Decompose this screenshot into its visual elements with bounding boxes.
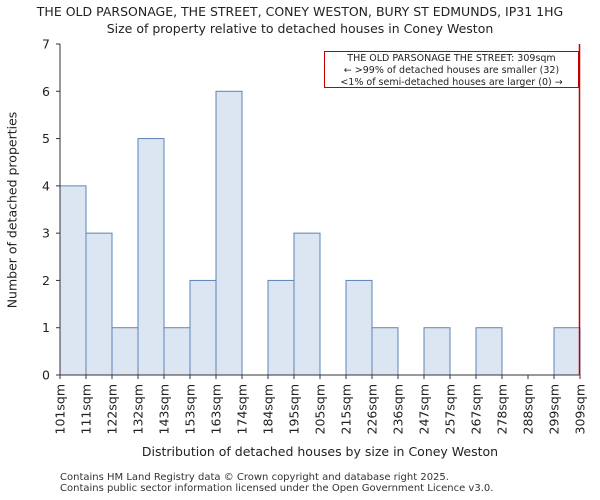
x-tick-label: 247sqm	[417, 384, 432, 434]
bar-111sqm	[85, 232, 113, 376]
bar-247sqm	[423, 327, 451, 376]
x-tick-label: 215sqm	[339, 384, 354, 434]
bar-267sqm	[475, 327, 503, 376]
property-annotation-box: THE OLD PARSONAGE THE STREET: 309sqm ← >…	[324, 51, 579, 88]
footer-line-2: Contains public sector information licen…	[60, 483, 494, 494]
y-tick-label: 6	[42, 84, 50, 99]
y-tick-label: 2	[42, 273, 50, 288]
chart-title-block: THE OLD PARSONAGE, THE STREET, CONEY WES…	[0, 3, 600, 37]
y-tick-label: 0	[42, 368, 50, 383]
x-tick-label: 205sqm	[313, 384, 328, 434]
annotation-line-3: <1% of semi-detached houses are larger (…	[340, 77, 563, 88]
footer-credits: Contains HM Land Registry data © Crown c…	[60, 472, 493, 494]
x-tick-label: 195sqm	[287, 384, 302, 434]
x-tick-label: 184sqm	[261, 384, 276, 434]
x-tick-label: 278sqm	[495, 384, 510, 434]
x-tick-label: 163sqm	[209, 384, 224, 434]
x-tick-label: 267sqm	[469, 384, 484, 434]
x-tick-label: 236sqm	[391, 384, 406, 434]
x-tick-label: 226sqm	[365, 384, 380, 434]
chart-subtitle: Size of property relative to detached ho…	[106, 21, 494, 36]
x-tick-label: 111sqm	[79, 384, 94, 434]
chart-title: THE OLD PARSONAGE, THE STREET, CONEY WES…	[36, 4, 564, 19]
bar-195sqm	[293, 232, 321, 376]
y-axis-label: Number of detached properties	[4, 111, 20, 309]
x-tick-label: 257sqm	[443, 384, 458, 434]
y-tick-label: 5	[42, 131, 50, 146]
annotation-line-1: THE OLD PARSONAGE THE STREET: 309sqm	[347, 53, 556, 64]
y-tick-label: 4	[42, 178, 50, 193]
bar-122sqm	[111, 327, 139, 376]
x-tick-label: 309sqm	[573, 384, 588, 434]
x-tick-label: 288sqm	[521, 384, 536, 434]
annotation-line-2: ← >99% of detached houses are smaller (3…	[343, 65, 560, 76]
x-axis-label: Distribution of detached houses by size …	[141, 444, 499, 459]
bar-101sqm	[59, 185, 87, 376]
x-tick-label: 174sqm	[235, 384, 250, 434]
bar-153sqm	[189, 279, 217, 376]
x-tick-label: 101sqm	[53, 384, 68, 434]
y-tick-label: 1	[42, 320, 50, 335]
bar-215sqm	[345, 279, 373, 376]
bar-226sqm	[371, 327, 399, 376]
bar-163sqm	[215, 90, 243, 376]
bar-184sqm	[267, 279, 295, 376]
bar-132sqm	[137, 138, 165, 376]
x-tick-label: 299sqm	[547, 384, 562, 434]
footer-line-1: Contains HM Land Registry data © Crown c…	[60, 472, 449, 483]
bar-143sqm	[163, 327, 191, 376]
x-tick-label: 132sqm	[131, 384, 146, 434]
y-tick-label: 7	[42, 37, 50, 52]
x-tick-label: 143sqm	[157, 384, 172, 434]
x-tick-label: 122sqm	[105, 384, 120, 434]
x-tick-label: 153sqm	[183, 384, 198, 434]
bar-299sqm	[553, 327, 581, 376]
y-tick-label: 3	[42, 226, 50, 241]
